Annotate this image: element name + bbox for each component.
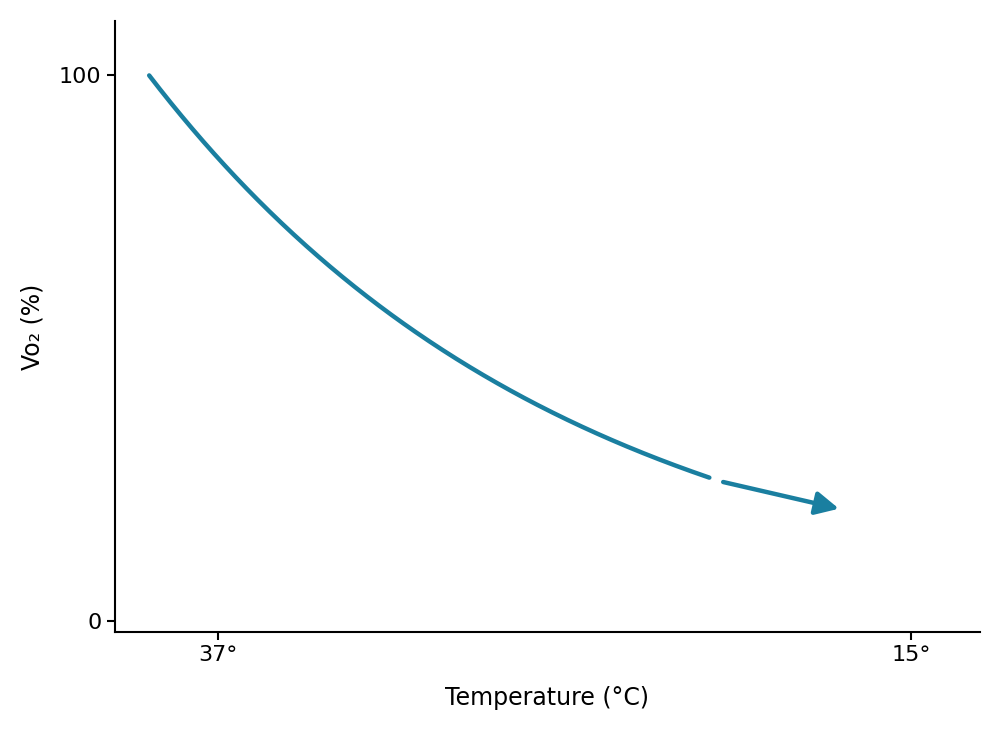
X-axis label: Temperature (°C): Temperature (°C) [445, 686, 650, 711]
Y-axis label: Vo₂ (%): Vo₂ (%) [21, 284, 45, 370]
